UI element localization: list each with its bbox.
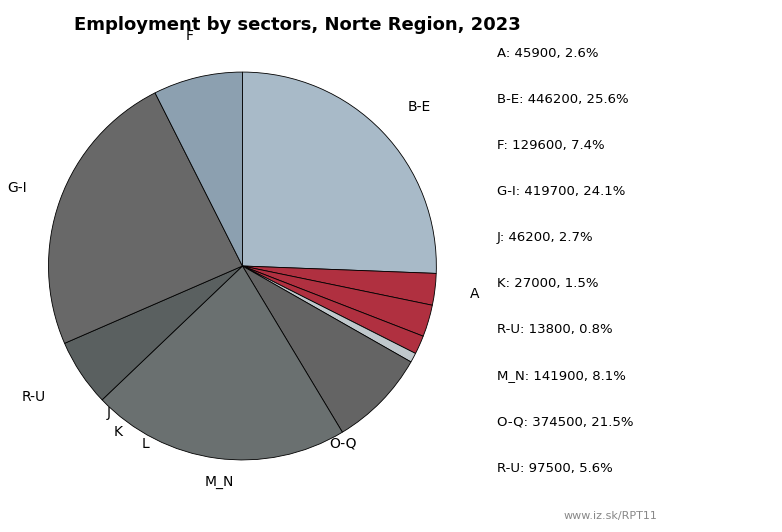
Text: J: 46200, 2.7%: J: 46200, 2.7% [497, 231, 594, 244]
Text: K: K [113, 425, 122, 439]
Text: K: 27000, 1.5%: K: 27000, 1.5% [497, 277, 598, 290]
Text: B-E: B-E [407, 101, 431, 114]
Text: O-Q: O-Q [329, 437, 357, 451]
Wedge shape [102, 266, 343, 460]
Wedge shape [242, 266, 432, 336]
Text: www.iz.sk/RPT11: www.iz.sk/RPT11 [563, 511, 657, 521]
Wedge shape [242, 266, 411, 432]
Wedge shape [242, 266, 423, 353]
Text: M_N: 141900, 8.1%: M_N: 141900, 8.1% [497, 369, 626, 383]
Text: Employment by sectors, Norte Region, 2023: Employment by sectors, Norte Region, 202… [74, 16, 521, 34]
Text: R-U: 97500, 5.6%: R-U: 97500, 5.6% [497, 462, 612, 475]
Text: F: 129600, 7.4%: F: 129600, 7.4% [497, 139, 604, 152]
Text: A: A [469, 287, 479, 301]
Text: G-I: 419700, 24.1%: G-I: 419700, 24.1% [497, 185, 625, 198]
Wedge shape [242, 266, 415, 362]
Text: A: 45900, 2.6%: A: 45900, 2.6% [497, 47, 598, 60]
Wedge shape [242, 266, 436, 305]
Text: M_N: M_N [204, 476, 234, 489]
Wedge shape [155, 72, 242, 266]
Wedge shape [48, 93, 242, 343]
Text: B-E: 446200, 25.6%: B-E: 446200, 25.6% [497, 93, 628, 106]
Text: J: J [106, 405, 110, 420]
Text: L: L [142, 437, 149, 451]
Text: F: F [185, 29, 193, 44]
Text: G-I: G-I [8, 181, 27, 195]
Text: R-U: R-U [21, 390, 45, 404]
Text: O-Q: 374500, 21.5%: O-Q: 374500, 21.5% [497, 415, 633, 429]
Wedge shape [242, 72, 436, 273]
Wedge shape [65, 266, 242, 400]
Text: R-U: 13800, 0.8%: R-U: 13800, 0.8% [497, 323, 612, 336]
